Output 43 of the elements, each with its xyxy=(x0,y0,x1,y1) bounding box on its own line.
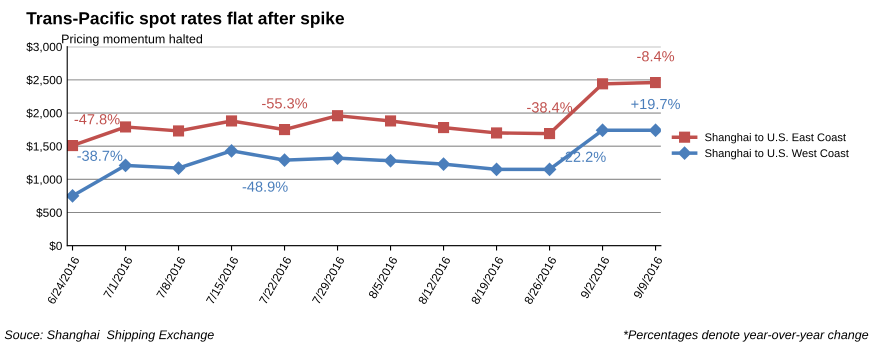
annotation: +19.7% xyxy=(631,98,680,110)
point xyxy=(172,161,186,175)
y-tick-label: $1,500 xyxy=(26,142,62,152)
point xyxy=(384,115,396,127)
text: Souce: Shanghai Shipping Exchange xyxy=(4,330,214,342)
point xyxy=(67,189,80,203)
chart-title: Trans-Pacific spot rates flat after spike xyxy=(26,12,344,28)
point xyxy=(490,162,504,176)
point xyxy=(226,115,238,127)
point xyxy=(438,122,450,134)
point xyxy=(596,124,610,137)
y-tick-label: $500 xyxy=(36,208,62,218)
legend-label: Shanghai to U.S. West Coast xyxy=(705,148,849,160)
point xyxy=(542,162,556,176)
legend-label: Shanghai to U.S. East Coast xyxy=(705,133,846,144)
point xyxy=(67,140,78,152)
point xyxy=(544,128,556,140)
chart-subtitle: Pricing momentum halted xyxy=(62,34,202,46)
point xyxy=(224,144,238,158)
text: *Percentages denote year-over-year change xyxy=(624,330,868,342)
y-tick-label: $3,000 xyxy=(26,42,62,52)
point xyxy=(436,158,450,171)
y-tick-label: $0 xyxy=(49,241,62,251)
point xyxy=(332,110,344,122)
point xyxy=(384,154,398,168)
annotation: -8.4% xyxy=(637,51,674,62)
point xyxy=(278,124,290,136)
annotation: -38.4% xyxy=(527,102,572,112)
point xyxy=(648,124,661,137)
y-tick-label: $2,500 xyxy=(26,75,62,86)
annotation: -48.9% xyxy=(242,181,288,192)
point xyxy=(278,154,292,167)
point xyxy=(650,76,661,88)
point xyxy=(330,152,344,165)
point xyxy=(597,78,608,90)
point xyxy=(120,121,132,133)
point xyxy=(490,127,502,138)
annotation: -55.3% xyxy=(262,98,308,109)
annotation: -38.7% xyxy=(77,150,122,161)
point xyxy=(172,125,184,136)
y-tick-label: $1,000 xyxy=(26,174,62,186)
annotation: -47.8% xyxy=(74,114,120,124)
y-tick-label: $2,000 xyxy=(26,108,62,119)
